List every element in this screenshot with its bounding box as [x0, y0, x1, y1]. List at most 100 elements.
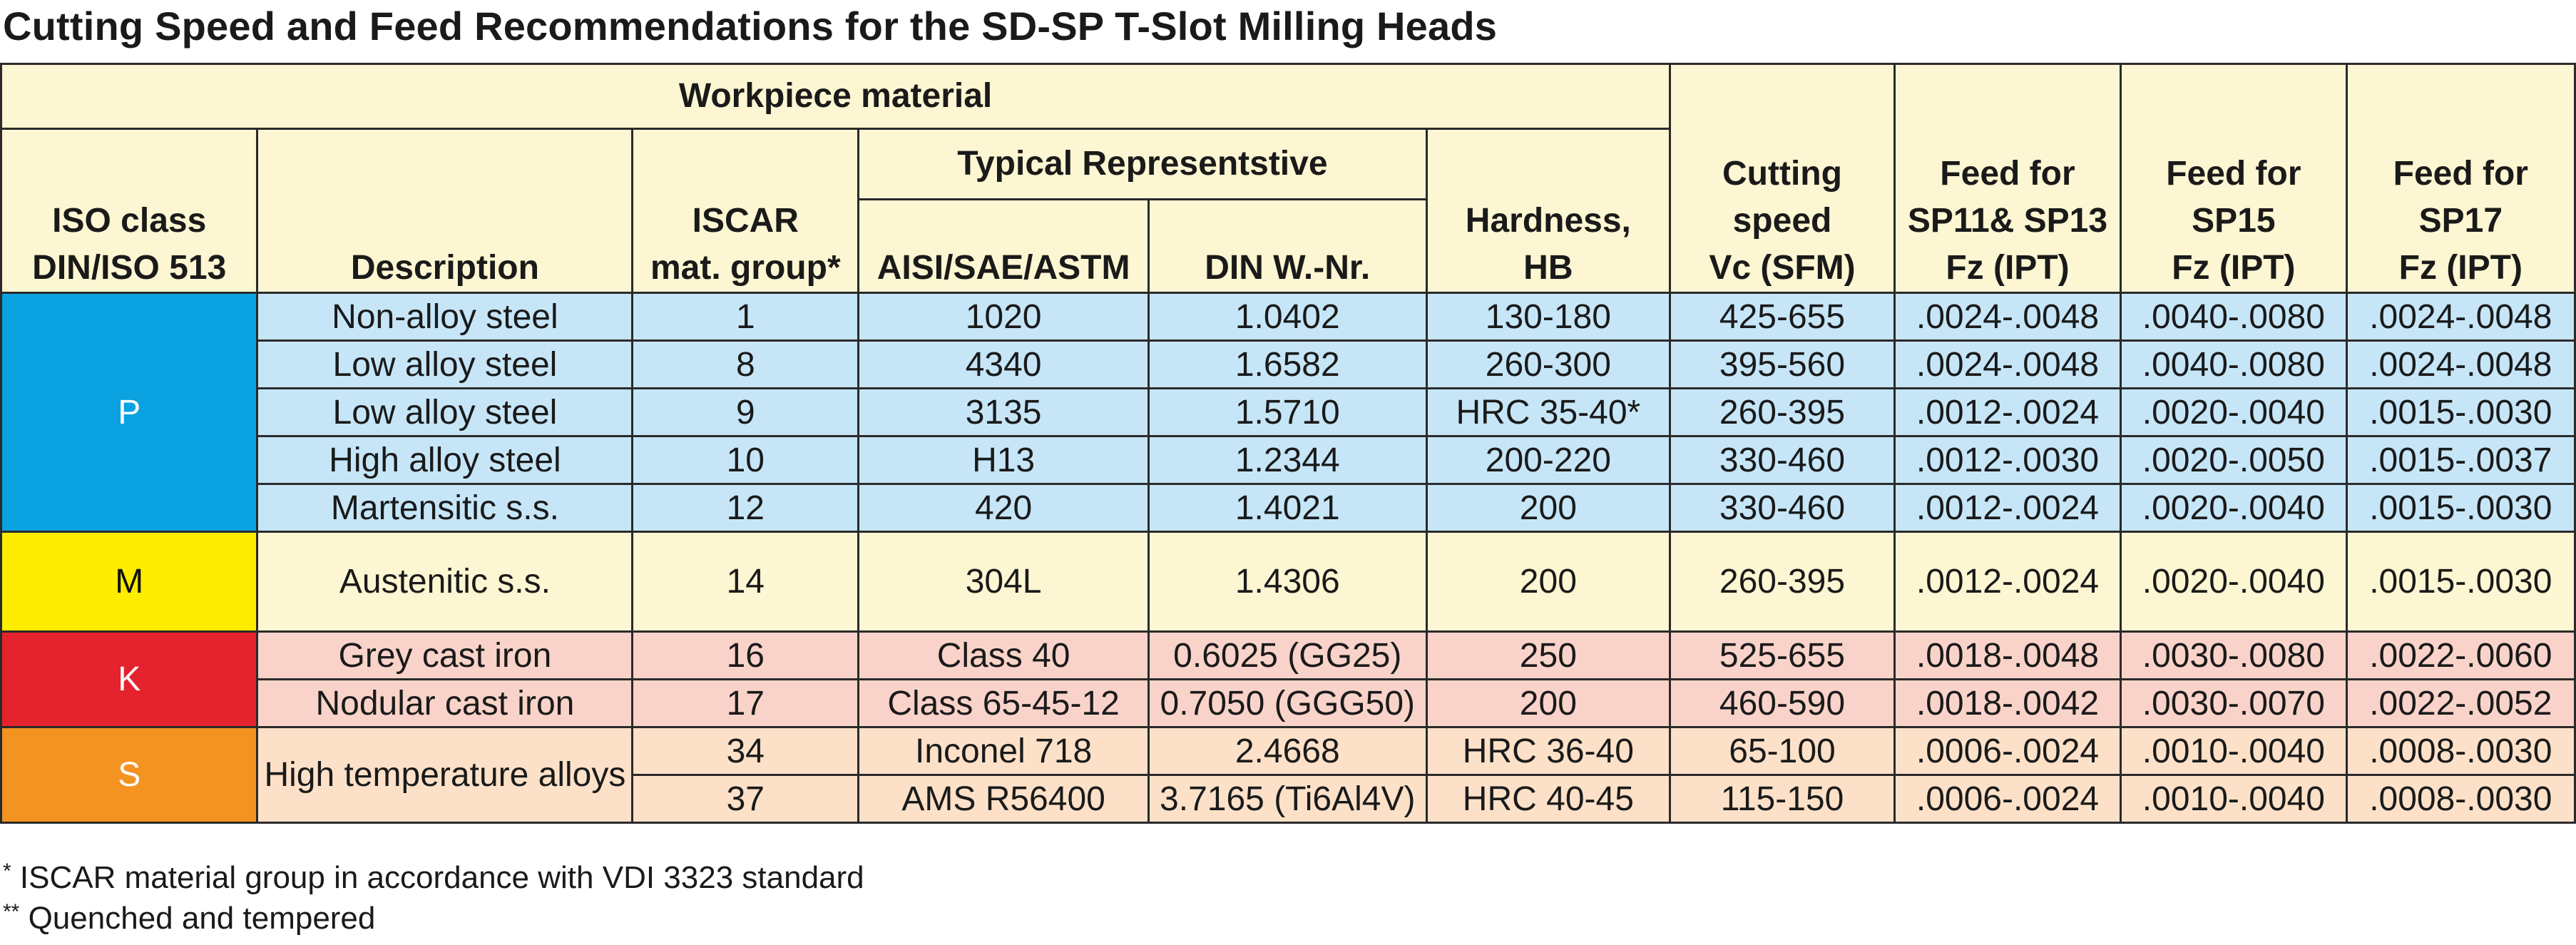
aisi-cell: Class 65-45-12: [857, 678, 1150, 728]
feed-sp17-cell: .0022-.0060: [2345, 630, 2576, 680]
cutting-speed-cell: 260-395: [1669, 531, 1896, 633]
hardness-cell: HRC 40-45: [1425, 774, 1672, 824]
hardness-cell: 260-300: [1425, 339, 1672, 389]
description-cell: High alloy steel: [256, 435, 634, 485]
din-header: DIN W.-Nr.: [1147, 198, 1428, 294]
table-row: K Grey cast iron 16 Class 40 0.6025 (GG2…: [0, 630, 2576, 728]
feed-sp15-cell: .0040-.0080: [2120, 292, 2348, 342]
description-cell: Low alloy steel: [256, 387, 634, 437]
hardness-cell: HRC 35-40*: [1425, 387, 1672, 437]
description-cell: Low alloy steel: [256, 339, 634, 389]
table-row: Low alloy steel 9 3135 1.5710 HRC 35-40*…: [1, 387, 2576, 437]
feed-sp15-cell: .0010-.0040: [2120, 726, 2348, 776]
description-cell: Non-alloy steel: [256, 292, 634, 342]
feed-sp15-cell: .0030-.0080: [2120, 630, 2348, 680]
feed-sp11-cell: .0018-.0048: [1893, 630, 2122, 680]
table-row: Low alloy steel 8 4340 1.6582 260-300 39…: [1, 339, 2576, 389]
feed-sp15-header: Feed for SP15 Fz (IPT): [2120, 63, 2348, 294]
din-cell: 3.7165 (Ti6Al4V): [1147, 774, 1428, 824]
table-row: 37 AMS R56400 3.7165 (Ti6Al4V) HRC 40-45…: [1, 774, 2576, 824]
aisi-cell: 1020: [857, 292, 1150, 342]
feed-sp11-cell: .0006-.0024: [1893, 774, 2122, 824]
cutting-speed-cell: 425-655: [1669, 292, 1896, 342]
feed-sp11-cell: .0018-.0042: [1893, 678, 2122, 728]
feed-sp17-header: Feed for SP17 Fz (IPT): [2345, 63, 2576, 294]
feed-sp17-cell: .0015-.0037: [2345, 435, 2576, 485]
cutting-speed-cell: 330-460: [1669, 435, 1896, 485]
iso-class-k: K: [0, 630, 259, 728]
group-cell: 17: [631, 678, 860, 728]
group-cell: 34: [631, 726, 860, 776]
iscar-group-header: ISCAR mat. group*: [631, 128, 860, 294]
aisi-cell: 4340: [857, 339, 1150, 389]
group-cell: 37: [631, 774, 860, 824]
cutting-speed-cell: 525-655: [1669, 630, 1896, 680]
cutting-speed-cell: 260-395: [1669, 387, 1896, 437]
iso-class-m: M: [0, 531, 259, 633]
din-cell: 0.7050 (GGG50): [1147, 678, 1428, 728]
group-cell: 1: [631, 292, 860, 342]
iso-class-p: P: [0, 292, 259, 533]
aisi-header: AISI/SAE/ASTM: [857, 198, 1150, 294]
feed-sp11-cell: .0012-.0024: [1893, 531, 2122, 633]
aisi-cell: AMS R56400: [857, 774, 1150, 824]
feed-sp17-cell: .0008-.0030: [2345, 726, 2576, 776]
aisi-cell: Class 40: [857, 630, 1150, 680]
page-title: Cutting Speed and Feed Recommendations f…: [3, 4, 1498, 48]
table-row: P Non-alloy steel 1 1020 1.0402 130-180 …: [0, 292, 2576, 533]
description-cell: Nodular cast iron: [256, 678, 634, 728]
din-cell: 1.0402: [1147, 292, 1428, 342]
cutting-speed-cell: 65-100: [1669, 726, 1896, 776]
description-cell: Martensitic s.s.: [256, 483, 634, 533]
hardness-cell: HRC 36-40: [1425, 726, 1672, 776]
din-cell: 1.2344: [1147, 435, 1428, 485]
feed-sp11-cell: .0024-.0048: [1893, 339, 2122, 389]
group-cell: 16: [631, 630, 860, 680]
description-cell: Grey cast iron: [256, 630, 634, 680]
aisi-cell: Inconel 718: [857, 726, 1150, 776]
group-cell: 9: [631, 387, 860, 437]
feed-sp15-cell: .0020-.0040: [2120, 531, 2348, 633]
feed-sp15-cell: .0040-.0080: [2120, 339, 2348, 389]
group-cell: 14: [631, 531, 860, 633]
footnote-iscar-group: * ISCAR material group in accordance wit…: [3, 859, 864, 895]
hardness-cell: 130-180: [1425, 292, 1672, 342]
cutting-speed-feed-table: Workpiece material Cutting speed Vc (SFM) …: [0, 63, 2576, 824]
group-cell: 10: [631, 435, 860, 485]
din-cell: 1.5710: [1147, 387, 1428, 437]
feed-sp17-cell: .0015-.0030: [2345, 483, 2576, 533]
din-cell: 1.4306: [1147, 531, 1428, 633]
din-cell: 1.6582: [1147, 339, 1428, 389]
group-cell: 12: [631, 483, 860, 533]
hardness-header: Hardness, HB: [1425, 128, 1672, 294]
feed-sp11-cell: .0012-.0024: [1893, 387, 2122, 437]
cutting-speed-header: Cutting speed Vc (SFM): [1669, 63, 1896, 294]
feed-sp11-cell: .0012-.0024: [1893, 483, 2122, 533]
aisi-cell: 420: [857, 483, 1150, 533]
description-cell: High temperature alloys: [256, 726, 634, 824]
cutting-speed-cell: 330-460: [1669, 483, 1896, 533]
footnote-quenched: ** Quenched and tempered: [3, 900, 376, 936]
feed-sp17-cell: .0015-.0030: [2345, 387, 2576, 437]
feed-sp15-cell: .0010-.0040: [2120, 774, 2348, 824]
typical-representative-header: Typical Representstive: [857, 128, 1428, 200]
aisi-cell: H13: [857, 435, 1150, 485]
hardness-cell: 200: [1425, 678, 1672, 728]
feed-sp11-cell: .0006-.0024: [1893, 726, 2122, 776]
hardness-cell: 200-220: [1425, 435, 1672, 485]
aisi-cell: 3135: [857, 387, 1150, 437]
din-cell: 1.4021: [1147, 483, 1428, 533]
din-cell: 0.6025 (GG25): [1147, 630, 1428, 680]
description-header: Description: [256, 128, 634, 294]
table-row: S High temperature alloys 34 Inconel 718…: [0, 726, 2576, 824]
feed-sp17-cell: .0022-.0052: [2345, 678, 2576, 728]
hardness-cell: 250: [1425, 630, 1672, 680]
description-cell: Austenitic s.s.: [256, 531, 634, 633]
feed-sp11-sp13-header: Feed for SP11& SP13 Fz (IPT): [1893, 63, 2122, 294]
aisi-cell: 304L: [857, 531, 1150, 633]
feed-sp11-cell: .0024-.0048: [1893, 292, 2122, 342]
feed-sp15-cell: .0020-.0040: [2120, 483, 2348, 533]
table-row: High alloy steel 10 H13 1.2344 200-220 3…: [1, 435, 2576, 485]
feed-sp17-cell: .0008-.0030: [2345, 774, 2576, 824]
table-row: M Austenitic s.s. 14 304L 1.4306 200 260…: [0, 531, 2576, 633]
